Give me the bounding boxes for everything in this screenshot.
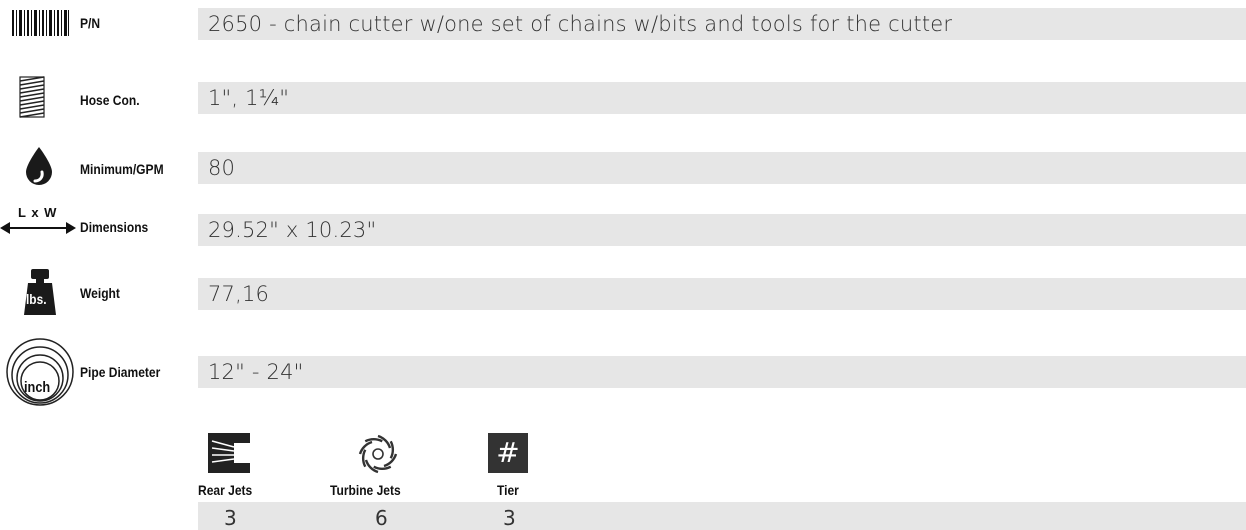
spec-label-gpm: Minimum/GPM (80, 161, 164, 177)
spec-value-pn: 2650 - chain cutter w/one set of chains … (208, 12, 953, 36)
hose-thread-icon (19, 76, 45, 118)
spec-value-gpm: 80 (208, 156, 236, 180)
spec-label-pipe: Pipe Diameter (80, 364, 161, 380)
spec-value-bar (198, 278, 1246, 310)
jet-label-rear: Rear Jets (198, 482, 253, 498)
weight-icon: lbs. (22, 267, 58, 317)
spec-label-weight: Weight (80, 285, 120, 301)
spec-value-pipe: 12" - 24" (208, 360, 304, 384)
tier-icon: # (488, 433, 528, 473)
pipe-diameter-icon: inch (5, 337, 75, 407)
jet-value-tier: 3 (503, 506, 516, 530)
barcode-icon (12, 10, 69, 36)
spec-value-bar (198, 82, 1246, 114)
turbine-jets-icon (358, 434, 398, 474)
jet-label-turbine: Turbine Jets (330, 482, 401, 498)
spec-value-bar (198, 152, 1246, 184)
spec-label-dimensions: Dimensions (80, 219, 149, 235)
rear-jets-icon (208, 433, 250, 473)
spec-value-dimensions: 29.52" x 10.23" (208, 218, 377, 242)
jet-label-tier: Tier (497, 482, 519, 498)
spec-value-hose: 1", 1¼" (208, 86, 290, 110)
water-drop-icon (26, 147, 52, 185)
jet-value-turbine: 6 (375, 506, 388, 530)
jets-value-bar (198, 502, 1246, 530)
pipe-icon-text: inch (24, 379, 51, 396)
dimensions-arrow-icon: L x W (0, 205, 76, 241)
spec-value-bar (198, 8, 1246, 40)
spec-value-bar (198, 214, 1246, 246)
spec-label-hose: Hose Con. (80, 92, 140, 108)
weight-icon-text: lbs. (26, 291, 47, 307)
jet-value-rear: 3 (224, 506, 237, 530)
spec-value-bar (198, 356, 1246, 388)
dimensions-icon-text: L x W (18, 205, 58, 220)
spec-value-weight: 77,16 (208, 282, 270, 306)
tier-icon-text: # (496, 436, 520, 469)
spec-label-pn: P/N (80, 15, 101, 31)
